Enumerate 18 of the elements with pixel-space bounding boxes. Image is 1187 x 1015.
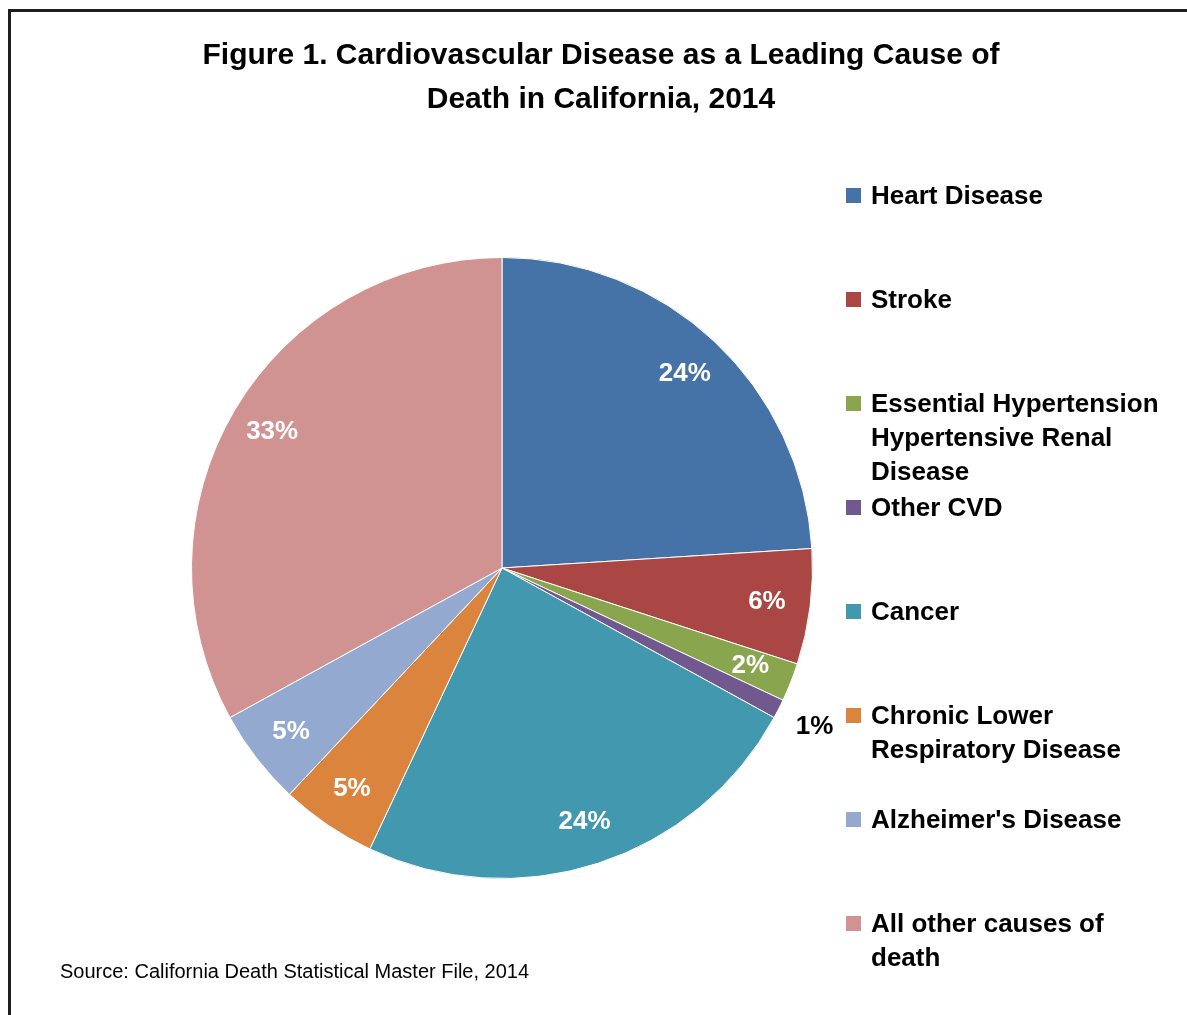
legend-label: Alzheimer's Disease	[871, 803, 1123, 836]
legend-label: Heart Disease	[871, 179, 1044, 212]
legend-label: Other CVD	[871, 491, 1004, 524]
data-label: 24%	[558, 805, 611, 836]
legend-label: Chronic Lower Respiratory Disease	[871, 699, 1123, 766]
chart-title: Figure 1. Cardiovascular Disease as a Leading Cause of Death in California, 2014	[201, 36, 1001, 116]
data-label: 5%	[333, 772, 371, 803]
legend-label: Cancer	[871, 595, 961, 628]
legend-label: All other causes of death	[871, 907, 1105, 974]
data-label: 33%	[246, 415, 299, 446]
data-label: 24%	[658, 356, 711, 387]
data-label: 6%	[748, 584, 786, 615]
data-label: 5%	[272, 714, 310, 745]
legend-label: Essential Hypertension Hypertensive Renal Disease	[871, 387, 1160, 488]
data-label: 2%	[731, 649, 770, 680]
legend-label: Stroke	[871, 283, 953, 316]
data-label: 1%	[795, 710, 834, 741]
source-note: Source: California Death Statistical Master File, 2014	[60, 959, 530, 984]
